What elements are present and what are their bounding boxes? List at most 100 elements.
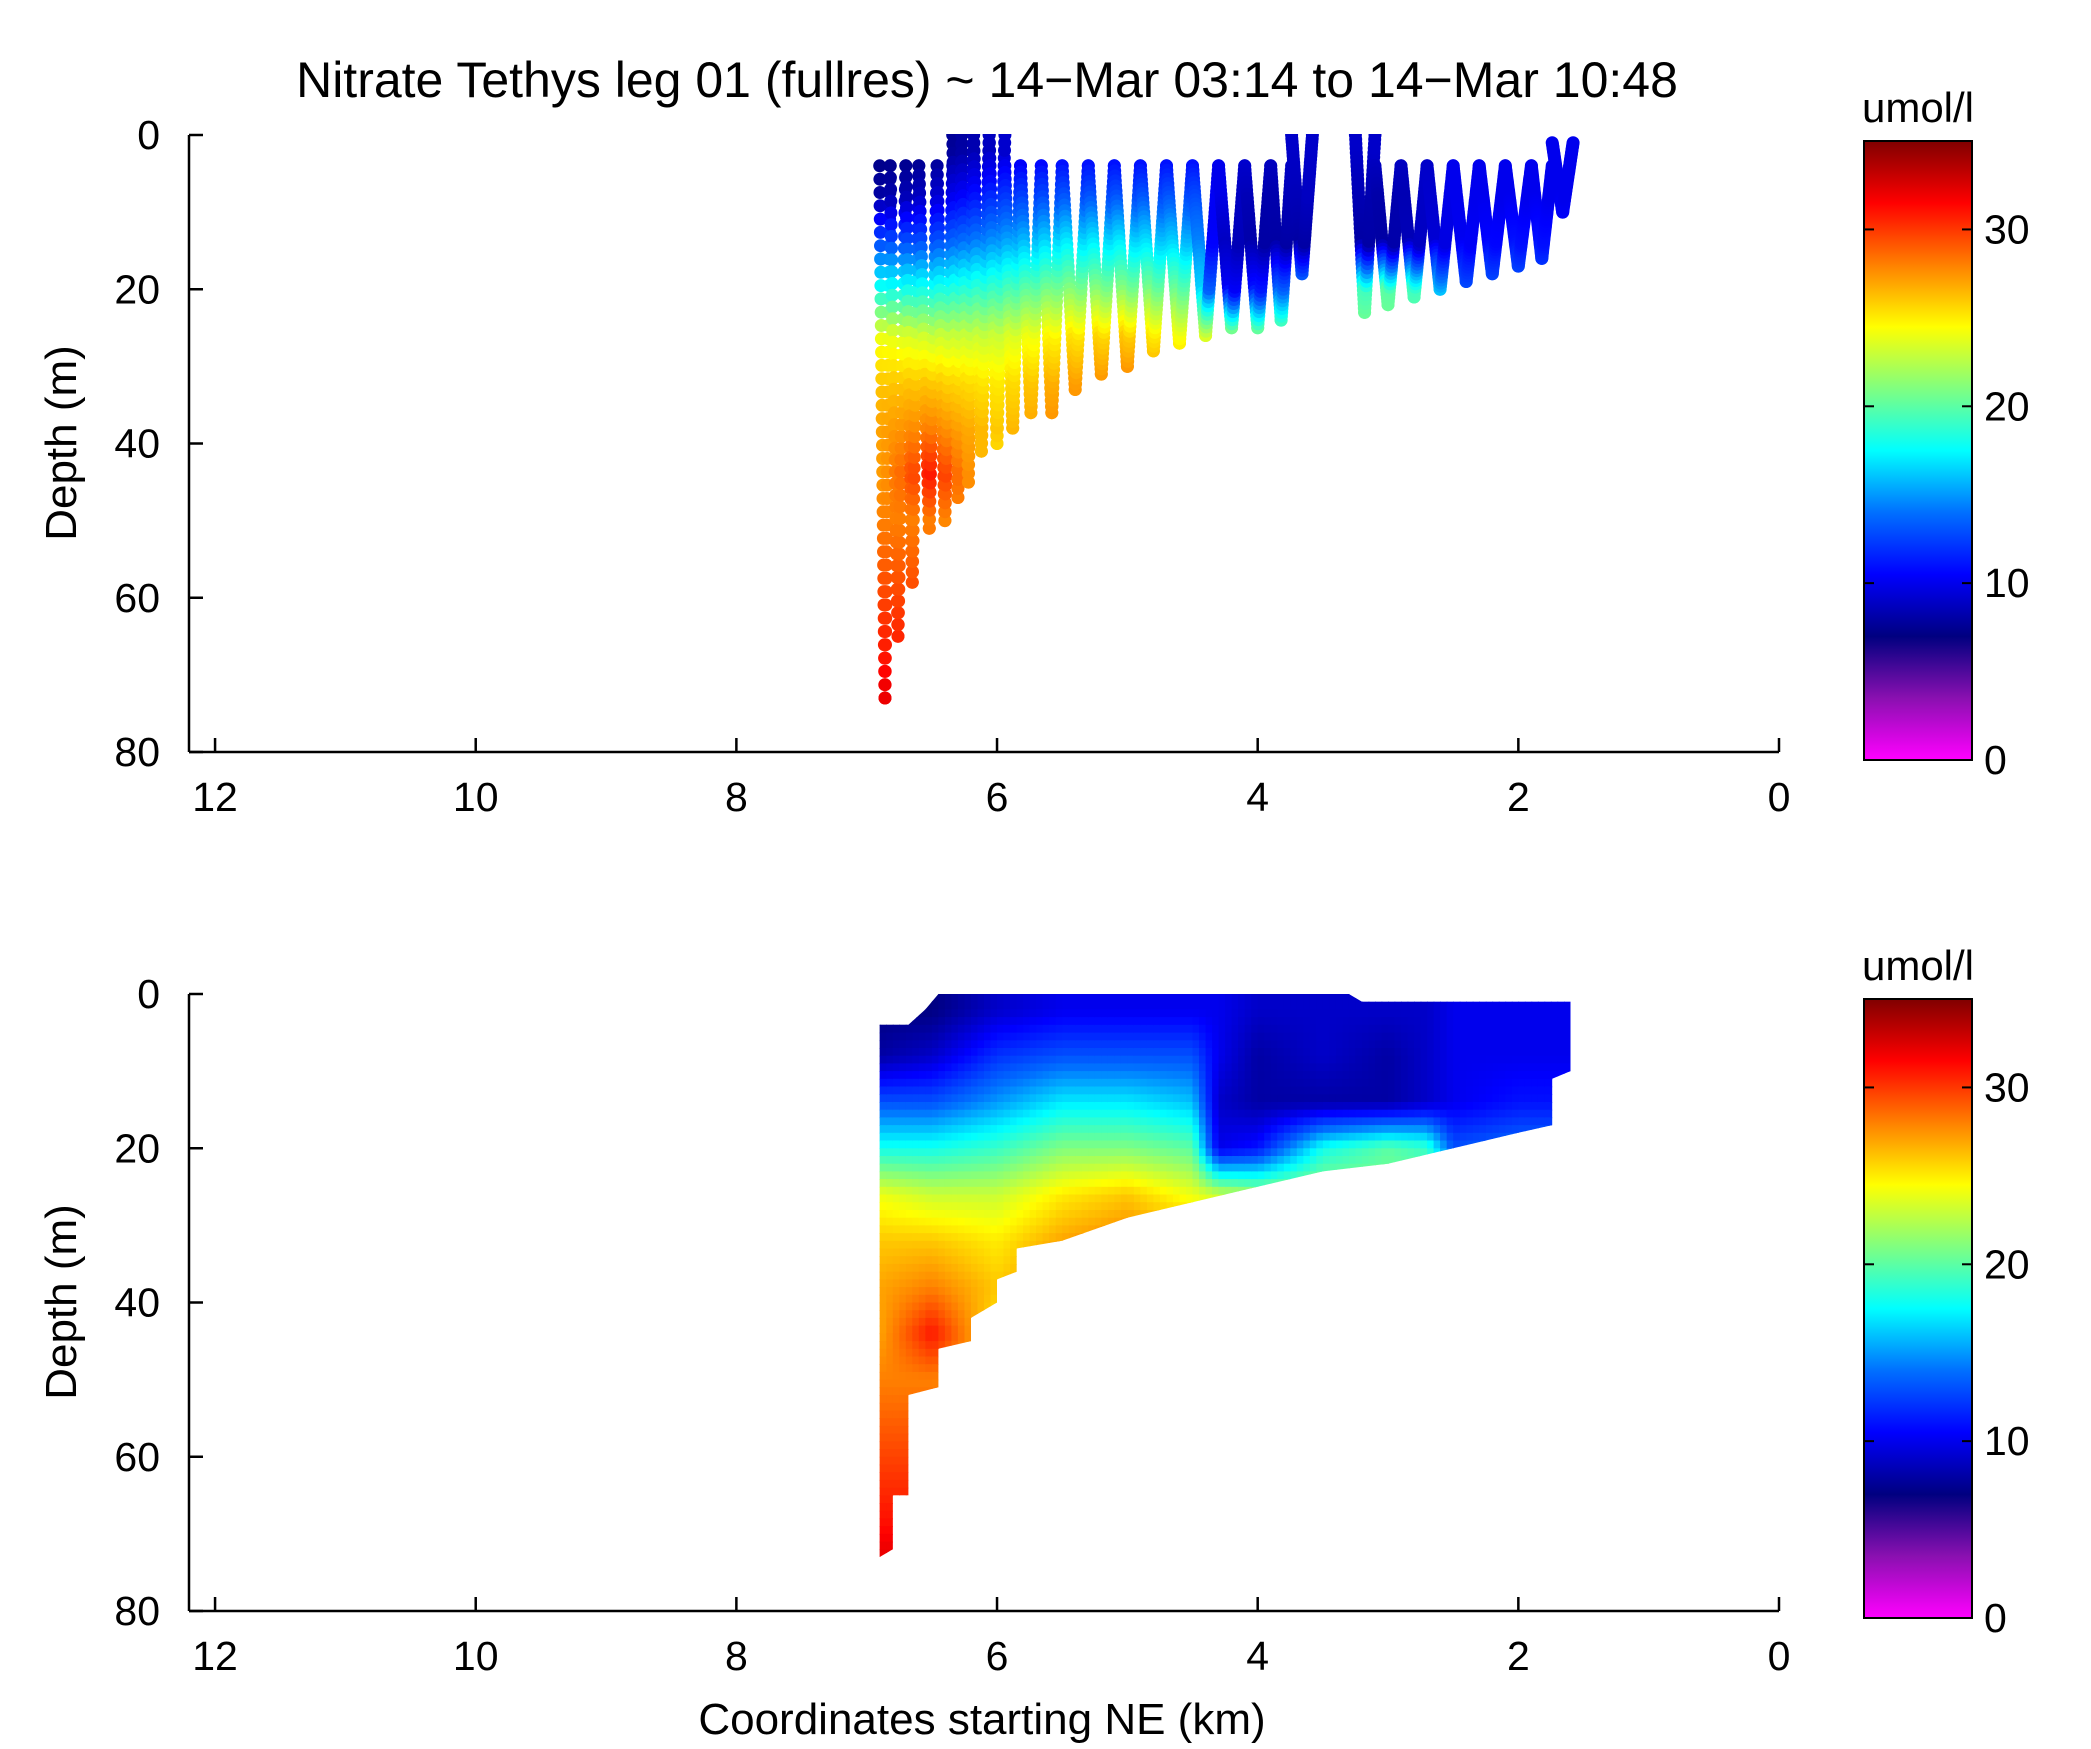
nitrate-grid-cell xyxy=(1055,1040,1063,1049)
nitrate-grid-cell xyxy=(886,1472,894,1481)
nitrate-grid-cell xyxy=(1036,1240,1044,1250)
nitrate-sample-point xyxy=(917,340,931,354)
nitrate-grid-cell xyxy=(1049,1156,1057,1165)
nitrate-grid-cell xyxy=(1036,1017,1044,1026)
nitrate-grid-cell xyxy=(1075,1248,1083,1257)
nitrate-grid-cell xyxy=(925,1202,933,1211)
nitrate-grid-cell xyxy=(1003,1279,1011,1288)
nitrate-grid-cell xyxy=(931,1526,940,1535)
nitrate-grid-cell xyxy=(990,1510,998,1520)
nitrate-grid-cell xyxy=(1023,1387,1031,1396)
nitrate-grid-cell xyxy=(1075,1240,1083,1250)
nitrate-grid-cell xyxy=(984,1410,992,1419)
nitrate-grid-cell xyxy=(886,1526,894,1535)
nitrate-grid-cell xyxy=(944,1156,953,1165)
nitrate-grid-cell xyxy=(1023,1233,1031,1242)
nitrate-grid-cell xyxy=(905,1248,914,1257)
nitrate-grid-cell xyxy=(925,1071,933,1080)
nitrate-grid-cell xyxy=(931,1071,940,1080)
nitrate-grid-cell xyxy=(1042,1148,1050,1157)
nitrate-sample-point xyxy=(907,492,921,506)
nitrate-grid-cell xyxy=(984,1549,992,1557)
nitrate-grid-cell xyxy=(1049,1418,1057,1427)
nitrate-grid-cell xyxy=(892,1140,901,1149)
nitrate-sample-point xyxy=(880,531,893,545)
nitrate-grid-cell xyxy=(1068,1325,1076,1335)
nitrate-grid-cell xyxy=(918,1001,927,1011)
nitrate-grid-cell xyxy=(918,1472,927,1481)
nitrate-grid-cell xyxy=(1010,1256,1018,1265)
nitrate-grid-cell xyxy=(971,1395,979,1404)
nitrate-grid-cell xyxy=(951,1371,959,1381)
nitrate-grid-cell xyxy=(892,1356,901,1365)
nitrate-grid-cell xyxy=(912,1464,920,1473)
nitrate-grid-cell xyxy=(964,1024,972,1034)
nitrate-grid-cell xyxy=(899,1163,907,1173)
nitrate-grid-cell xyxy=(944,1364,953,1373)
nitrate-grid-cell xyxy=(964,1094,972,1103)
nitrate-grid-cell xyxy=(925,1325,933,1335)
nitrate-grid-cell xyxy=(879,1302,887,1311)
nitrate-grid-cell xyxy=(938,1317,946,1327)
nitrate-grid-cell xyxy=(971,1456,979,1466)
nitrate-grid-cell xyxy=(1068,1341,1076,1350)
nitrate-grid-cell xyxy=(918,1348,927,1358)
nitrate-grid-cell xyxy=(1068,1132,1076,1142)
nitrate-grid-cell xyxy=(1010,1549,1018,1557)
yo-profile xyxy=(1472,159,1512,281)
nitrate-grid-cell xyxy=(1042,1086,1050,1095)
nitrate-grid-cell xyxy=(886,1256,894,1265)
nitrate-grid-cell xyxy=(899,1210,907,1219)
nitrate-grid-cell xyxy=(971,1109,979,1119)
nitrate-grid-cell xyxy=(1016,1217,1024,1227)
nitrate-grid-cell xyxy=(984,1202,992,1211)
nitrate-grid-cell xyxy=(912,1271,920,1281)
nitrate-grid-cell xyxy=(1029,1210,1037,1219)
nitrate-grid-cell xyxy=(886,1071,894,1080)
nitrate-grid-cell xyxy=(918,1140,927,1149)
nitrate-grid-cell xyxy=(997,1210,1005,1219)
nitrate-sample-point xyxy=(923,467,937,481)
nitrate-grid-cell xyxy=(1068,1333,1076,1342)
nitrate-grid-cell xyxy=(997,1379,1005,1389)
nitrate-grid-cell xyxy=(1075,1395,1083,1404)
nitrate-grid-cell xyxy=(1062,1402,1070,1412)
nitrate-grid-cell xyxy=(977,1449,985,1458)
nitrate-grid-cell xyxy=(1003,1117,1011,1126)
nitrate-grid-cell xyxy=(1042,1179,1050,1188)
nitrate-grid-cell xyxy=(971,1333,979,1342)
nitrate-grid-cell xyxy=(957,1464,966,1473)
nitrate-grid-cell xyxy=(1003,1379,1011,1389)
nitrate-grid-cell xyxy=(1049,1186,1057,1196)
nitrate-grid-cell xyxy=(925,1279,933,1288)
nitrate-grid-cell xyxy=(1003,1032,1011,1042)
nitrate-grid-cell xyxy=(879,1156,881,1165)
nitrate-grid-cell xyxy=(1003,1040,1011,1049)
nitrate-grid-cell xyxy=(964,1379,972,1389)
nitrate-grid-cell xyxy=(1062,1356,1070,1365)
nitrate-grid-cell xyxy=(971,1549,979,1557)
nitrate-grid-cell xyxy=(899,1333,907,1342)
nitrate-grid-cell xyxy=(892,1001,901,1011)
nitrate-grid-cell xyxy=(997,1248,1005,1257)
nitrate-grid-cell xyxy=(899,1379,907,1389)
nitrate-grid-cell xyxy=(886,1371,894,1381)
nitrate-grid-cell xyxy=(951,1233,959,1242)
nitrate-grid-cell xyxy=(1016,1109,1024,1119)
nitrate-grid-cell xyxy=(1003,1425,1011,1435)
top-scatter-marks xyxy=(873,134,1580,705)
nitrate-grid-cell xyxy=(1075,1102,1083,1111)
nitrate-grid-cell xyxy=(1016,1364,1024,1373)
nitrate-grid-cell xyxy=(984,1333,992,1342)
nitrate-grid-cell xyxy=(931,1418,940,1427)
nitrate-grid-cell xyxy=(892,1402,901,1412)
nitrate-grid-cell xyxy=(879,1371,881,1381)
nitrate-grid-cell xyxy=(951,1472,959,1481)
nitrate-grid-cell xyxy=(912,1148,920,1157)
nitrate-grid-cell xyxy=(1068,1040,1076,1049)
nitrate-grid-cell xyxy=(931,1317,940,1327)
nitrate-grid-cell xyxy=(892,1194,901,1203)
nitrate-grid-cell xyxy=(1056,1557,1063,1566)
nitrate-grid-cell xyxy=(938,1140,946,1149)
nitrate-grid-cell xyxy=(1062,1371,1070,1381)
